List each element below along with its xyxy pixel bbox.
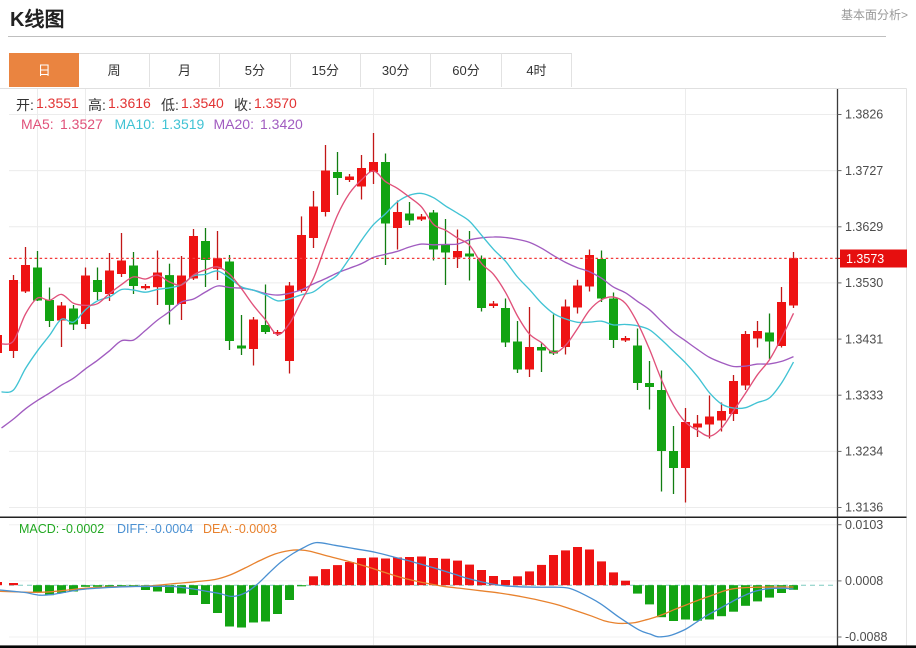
svg-text:1.3333: 1.3333: [845, 388, 883, 402]
svg-text:1.3727: 1.3727: [845, 164, 883, 178]
svg-text:0.0008: 0.0008: [845, 574, 883, 588]
svg-text:1.3234: 1.3234: [845, 445, 883, 459]
svg-text:1.3826: 1.3826: [845, 108, 883, 122]
svg-text:-0.0088: -0.0088: [845, 630, 887, 644]
svg-text:0.0103: 0.0103: [845, 518, 883, 532]
svg-text:1.3530: 1.3530: [845, 276, 883, 290]
svg-text:1.3431: 1.3431: [845, 332, 883, 346]
svg-text:1.3136: 1.3136: [845, 501, 883, 515]
svg-text:1.3573: 1.3573: [846, 252, 884, 266]
svg-text:1.3629: 1.3629: [845, 220, 883, 234]
